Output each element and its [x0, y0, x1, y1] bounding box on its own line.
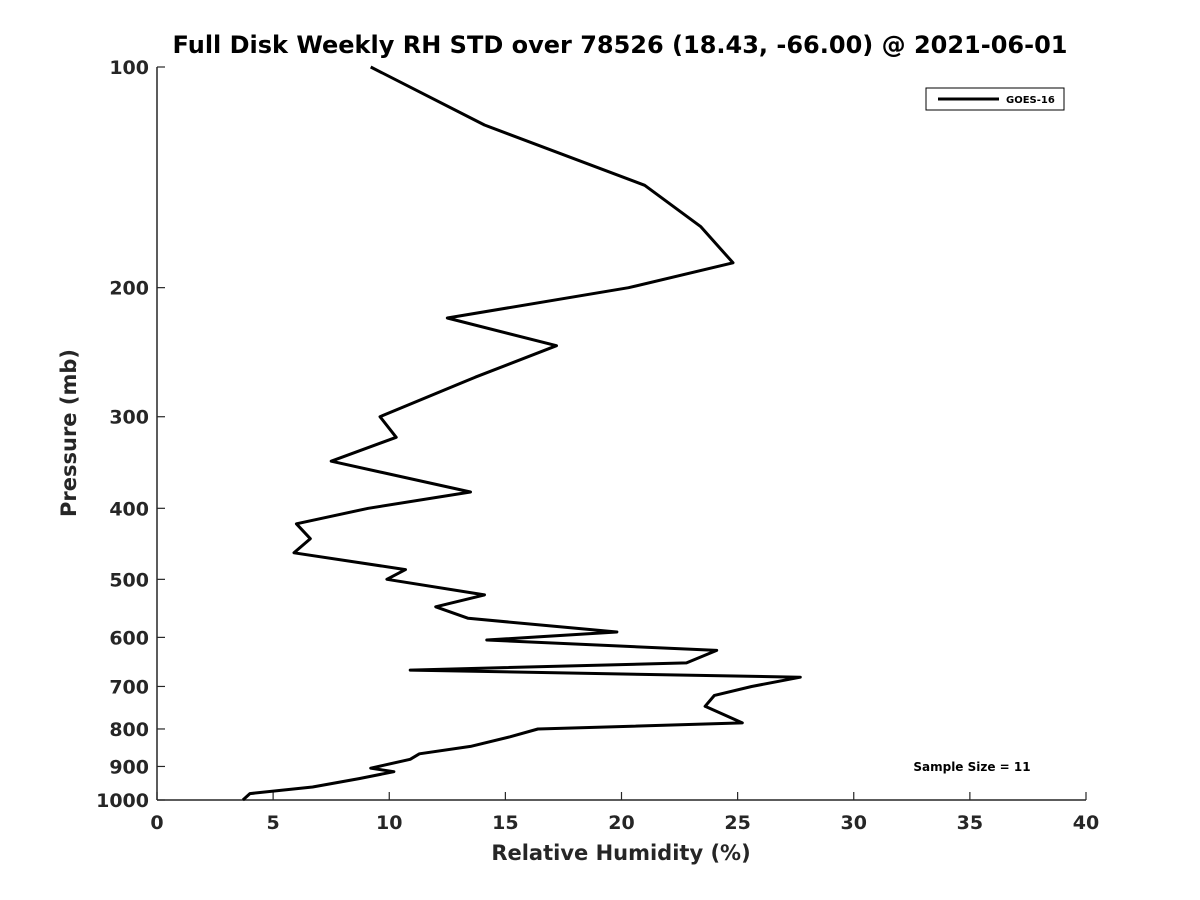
- x-tick-label: 5: [267, 812, 280, 834]
- x-tick-label: 30: [841, 812, 867, 834]
- x-axis-ticks: 0 5 10 15 20 25 30 35 40: [150, 792, 1099, 834]
- y-tick-label: 700: [109, 676, 149, 698]
- chart-title: Full Disk Weekly RH STD over 78526 (18.4…: [173, 31, 1068, 59]
- x-tick-label: 25: [724, 812, 750, 834]
- y-tick-label: 900: [109, 756, 149, 778]
- y-tick-label: 200: [109, 278, 149, 300]
- y-tick-label: 800: [109, 719, 149, 741]
- y-tick-label: 400: [109, 498, 149, 520]
- x-tick-label: 0: [150, 812, 163, 834]
- x-tick-label: 35: [957, 812, 983, 834]
- y-tick-label: 1000: [96, 790, 149, 812]
- y-axis-label: Pressure (mb): [57, 349, 81, 517]
- y-axis-ticks: 100 200 300 400 500 600 700 800 900 1000: [96, 57, 165, 812]
- series-line-goes16: [241, 65, 802, 802]
- y-tick-label: 600: [109, 627, 149, 649]
- x-tick-label: 10: [376, 812, 402, 834]
- x-tick-label: 40: [1073, 812, 1099, 834]
- y-tick-label: 500: [109, 569, 149, 591]
- legend-entry-goes16: GOES-16: [1006, 95, 1055, 106]
- series-points: [243, 67, 801, 800]
- x-axis-label: Relative Humidity (%): [491, 841, 750, 865]
- x-tick-label: 20: [608, 812, 634, 834]
- plot-area: 0 5 10 15 20 25 30 35 40 100 200 300 400 500 600 700 80…: [96, 57, 1099, 834]
- y-tick-label: 300: [109, 407, 149, 429]
- y-tick-label: 100: [109, 57, 149, 79]
- sample-size-annotation: Sample Size = 11: [913, 760, 1030, 774]
- x-tick-label: 15: [492, 812, 518, 834]
- legend: GOES-16: [925, 87, 1065, 111]
